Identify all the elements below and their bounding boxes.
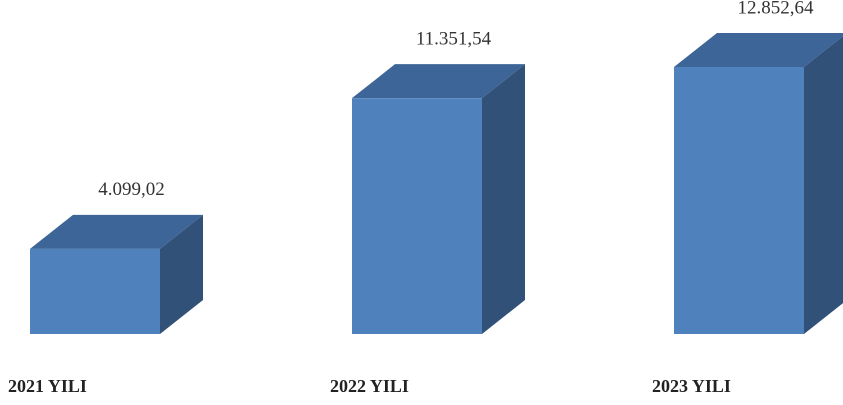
bar [30,248,160,334]
x-tick-label: 2023 YILI [652,376,731,396]
data-label: 4.099,02 [98,179,165,200]
x-tick-label: 2022 YILI [330,376,409,396]
bar-top [352,64,525,99]
bar-top [674,33,843,67]
bar-top [30,214,203,249]
bar [674,67,804,334]
bar [352,98,482,334]
bar-side [482,64,525,334]
data-label: 12.852,64 [738,0,815,18]
bar-side [160,214,203,334]
data-label: 11.351,54 [416,29,492,50]
bar-side [804,36,843,334]
x-tick-label: 2021 YILI [8,376,87,396]
